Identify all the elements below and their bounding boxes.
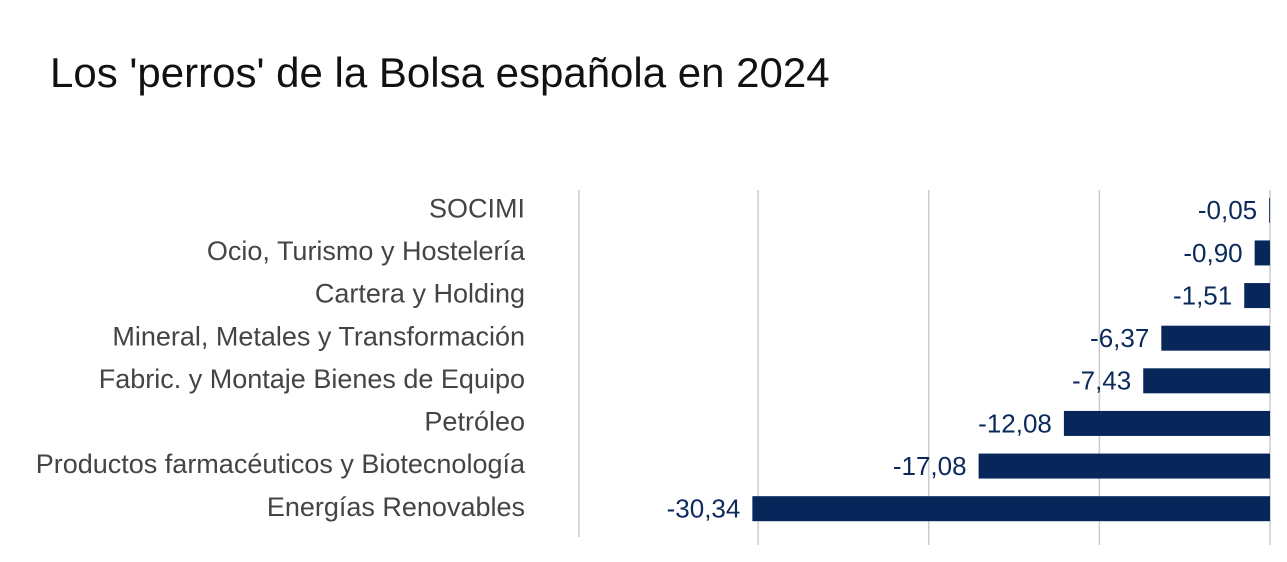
y-tick-label: Mineral, Metales y Transformación [112, 321, 525, 351]
value-label: -6,37 [1090, 323, 1149, 353]
bar [1063, 410, 1270, 436]
chart-title: Los 'perros' de la Bolsa española en 202… [50, 49, 830, 96]
bar [978, 453, 1270, 479]
value-label: -0,05 [1198, 195, 1257, 225]
value-label: -12,08 [978, 408, 1052, 438]
y-tick-label: Cartera y Holding [315, 279, 525, 309]
bar [1254, 240, 1270, 266]
bar [752, 496, 1270, 522]
value-label: -0,90 [1183, 238, 1242, 268]
y-tick-label: Petróleo [424, 407, 525, 437]
value-label: -1,51 [1173, 280, 1232, 310]
value-label: -30,34 [667, 494, 741, 524]
y-tick-label: Energías Renovables [267, 492, 525, 522]
bar [1143, 368, 1270, 394]
bar [1269, 197, 1270, 223]
y-tick-label: Productos farmacéuticos y Biotecnología [36, 449, 526, 479]
y-tick-label: Ocio, Turismo y Hostelería [207, 236, 526, 266]
value-label: -7,43 [1072, 366, 1131, 396]
y-tick-label: Fabric. y Montaje Bienes de Equipo [99, 364, 525, 394]
value-label: -17,08 [893, 451, 967, 481]
bar [1244, 283, 1270, 309]
bar [1161, 325, 1270, 351]
y-tick-label: SOCIMI [429, 193, 525, 223]
